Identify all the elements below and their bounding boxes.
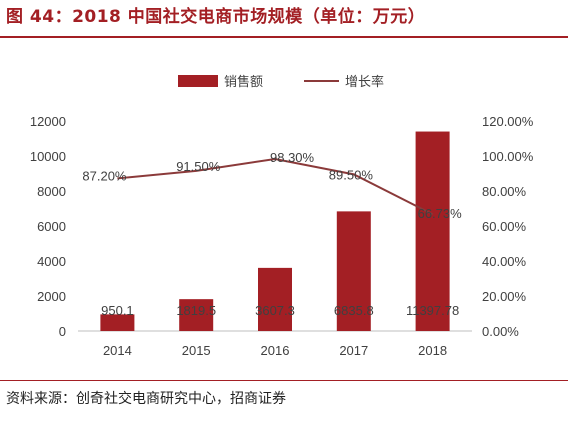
x-tick-label: 2014 xyxy=(103,343,132,358)
growth-rate-label: 87.20% xyxy=(82,168,127,183)
growth-rate-label: 66.73% xyxy=(418,206,463,221)
growth-rate-line xyxy=(117,157,434,216)
title-divider xyxy=(0,36,568,38)
left-tick-label: 6000 xyxy=(37,219,66,234)
right-tick-label: 100.00% xyxy=(482,149,534,164)
bar-value-label: 6835.8 xyxy=(334,303,374,318)
right-tick-label: 20.00% xyxy=(482,289,527,304)
right-tick-label: 40.00% xyxy=(482,254,527,269)
left-tick-label: 0 xyxy=(59,324,66,339)
bar-2018 xyxy=(415,131,450,331)
bar-value-label: 1819.5 xyxy=(176,303,216,318)
x-tick-label: 2015 xyxy=(182,343,211,358)
source-note: 资料来源：创奇社交电商研究中心，招商证券 xyxy=(6,391,286,407)
legend: 销售额 增长率 xyxy=(178,74,384,90)
right-tick-label: 0.00% xyxy=(482,324,519,339)
legend-line-label: 增长率 xyxy=(345,74,384,90)
bar-2016 xyxy=(258,267,292,331)
chart-title: 图 44：2018 中国社交电商市场规模（单位：万元） xyxy=(6,7,426,27)
bar-2017 xyxy=(336,211,371,331)
chart: 销售额 增长率 0 2000 4000 6000 8000 10000 12000 0.00… xyxy=(30,74,534,358)
x-tick-label: 2018 xyxy=(418,343,447,358)
right-tick-label: 120.00% xyxy=(482,114,534,129)
bar-value-label: 3607.3 xyxy=(255,303,295,318)
right-tick-label: 60.00% xyxy=(482,219,527,234)
left-tick-label: 4000 xyxy=(37,254,66,269)
growth-rate-label: 89.50% xyxy=(329,167,374,182)
left-tick-label: 2000 xyxy=(37,289,66,304)
bar-2015 xyxy=(179,299,214,331)
x-tick-label: 2017 xyxy=(339,343,368,358)
bar-2014 xyxy=(100,314,135,331)
growth-rate-label: 98.30% xyxy=(270,150,315,165)
x-tick-label: 2016 xyxy=(261,343,290,358)
left-tick-label: 8000 xyxy=(37,184,66,199)
growth-rate-label: 91.50% xyxy=(176,159,221,174)
bar-series: 950.1 1819.5 3607.3 6835.8 11397.78 xyxy=(100,131,459,331)
legend-bar-label: 销售额 xyxy=(224,74,263,90)
legend-bar-swatch xyxy=(178,75,218,87)
left-axis: 0 2000 4000 6000 8000 10000 12000 xyxy=(30,114,66,339)
bar-value-label: 950.1 xyxy=(101,303,134,318)
right-tick-label: 80.00% xyxy=(482,184,527,199)
line-series: 87.20% 91.50% 98.30% 89.50% 66.73% xyxy=(82,150,462,221)
x-axis: 2014 2015 2016 2017 2018 xyxy=(103,343,447,358)
left-tick-label: 12000 xyxy=(30,114,66,129)
footer-divider xyxy=(0,380,568,381)
right-axis: 0.00% 20.00% 40.00% 60.00% 80.00% 100.00% 120.… xyxy=(482,114,534,339)
left-tick-label: 10000 xyxy=(30,149,66,164)
bar-value-label: 11397.78 xyxy=(406,303,459,318)
